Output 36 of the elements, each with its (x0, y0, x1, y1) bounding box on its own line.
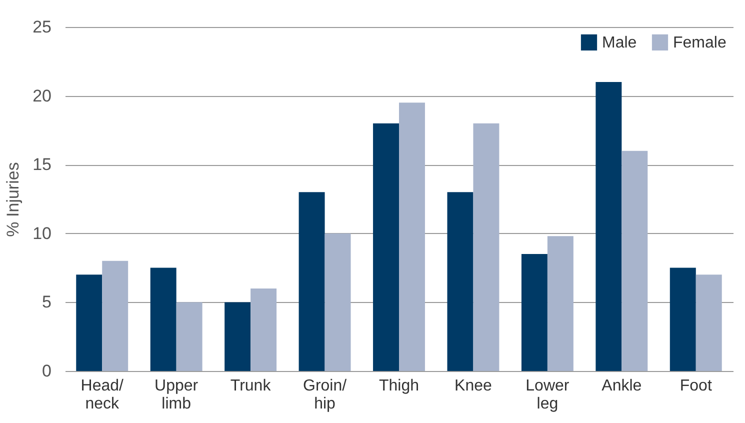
x-tick-label: Upper limb (154, 378, 199, 412)
bar (521, 254, 548, 371)
bar (447, 192, 474, 371)
bar (298, 192, 325, 371)
bar (622, 150, 648, 371)
y-tick-label: 10 (32, 224, 52, 243)
bar (373, 123, 399, 371)
y-tick-label: 5 (42, 292, 52, 312)
bar (547, 236, 574, 371)
x-tick-label: Trunk (230, 378, 272, 394)
x-tick-label: Knee (454, 378, 492, 394)
bar (102, 260, 128, 371)
x-tick-label: Lower leg (526, 378, 570, 412)
y-tick-label: 0 (42, 362, 52, 380)
bar (696, 274, 722, 371)
bar (473, 123, 500, 371)
y-axis-title: % Injuries (4, 162, 23, 237)
x-tick-label: Groin/ hip (302, 378, 348, 412)
bar (176, 302, 202, 371)
legend-label: Female (673, 34, 726, 52)
x-tick-label: Foot (680, 378, 712, 394)
x-tick-label: Thigh (378, 378, 420, 394)
bar (150, 268, 176, 371)
bar (224, 302, 251, 371)
bar (76, 274, 102, 371)
y-tick-label: 20 (32, 86, 52, 106)
legend-label: Male (602, 34, 637, 52)
bar (670, 268, 696, 371)
bar (399, 102, 425, 371)
bar (324, 233, 351, 371)
bar (596, 82, 622, 371)
x-tick-label: Head/ neck (80, 378, 124, 412)
y-tick-label: 25 (32, 18, 52, 36)
x-tick-label: Ankle (602, 378, 642, 394)
bar (250, 288, 277, 371)
y-tick-label: 15 (32, 155, 52, 174)
